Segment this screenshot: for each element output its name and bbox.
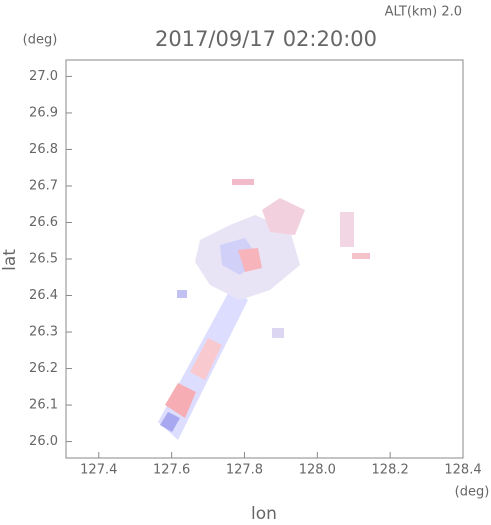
y-tick-label: 26.2 (29, 361, 58, 376)
echo (190, 338, 222, 380)
x-tick-label: 127.8 (226, 463, 263, 478)
y-tick-label: 26.3 (29, 325, 58, 340)
y-unit: (deg) (23, 33, 58, 48)
x-tick-label: 127.4 (80, 463, 117, 478)
x-tick-label: 127.6 (153, 463, 190, 478)
x-tick-label: 128.2 (372, 463, 409, 478)
y-tick-label: 26.4 (29, 288, 58, 303)
y-tick-label: 26.1 (29, 398, 58, 413)
echo (262, 198, 305, 235)
echo (160, 412, 180, 432)
echo (340, 212, 354, 247)
chart-title: 2017/09/17 02:20:00 (155, 27, 377, 51)
x-axis-label: lon (251, 504, 277, 521)
x-tick-label: 128.4 (444, 463, 481, 478)
x-tick-label: 128.0 (299, 463, 336, 478)
echo (165, 383, 196, 418)
altitude: ALT(km) 2.0 (385, 5, 462, 20)
echo (177, 290, 187, 298)
y-tick-label: 26.7 (29, 178, 58, 193)
echo-field (158, 179, 370, 440)
y-axis-label: lat (0, 249, 20, 271)
echo (272, 328, 284, 338)
echo (238, 248, 262, 272)
x-unit: (deg) (455, 485, 490, 500)
y-tick-label: 26.8 (29, 142, 58, 157)
y-tick-label: 26.0 (29, 434, 58, 449)
y-tick-label: 27.0 (29, 69, 58, 84)
echo (352, 253, 370, 259)
echo (232, 179, 254, 185)
y-tick-label: 26.9 (29, 105, 58, 120)
y-tick-label: 26.6 (29, 215, 58, 230)
y-tick-label: 26.5 (29, 252, 58, 267)
